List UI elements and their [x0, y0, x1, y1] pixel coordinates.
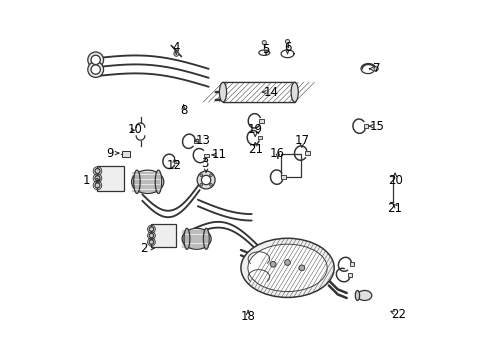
Ellipse shape — [355, 291, 359, 301]
Bar — [363, 125, 367, 128]
Circle shape — [197, 171, 215, 189]
Circle shape — [95, 176, 100, 181]
Text: 21: 21 — [387, 202, 402, 215]
Circle shape — [209, 183, 212, 186]
Bar — [349, 262, 353, 266]
Ellipse shape — [290, 82, 298, 102]
Circle shape — [284, 260, 290, 265]
Text: 13: 13 — [195, 134, 210, 147]
Text: 21: 21 — [247, 143, 262, 156]
Circle shape — [209, 174, 212, 177]
Bar — [204, 154, 208, 157]
Ellipse shape — [247, 244, 326, 292]
Circle shape — [200, 183, 203, 186]
Bar — [174, 159, 178, 163]
Ellipse shape — [241, 238, 333, 297]
Text: 18: 18 — [240, 310, 255, 323]
Ellipse shape — [219, 82, 226, 102]
Text: 6: 6 — [283, 41, 291, 54]
Circle shape — [298, 265, 304, 271]
Circle shape — [285, 40, 289, 44]
Circle shape — [262, 41, 266, 45]
Ellipse shape — [131, 170, 163, 193]
Text: 22: 22 — [390, 308, 406, 321]
Ellipse shape — [357, 291, 371, 301]
Text: 15: 15 — [369, 120, 384, 133]
Ellipse shape — [133, 170, 140, 193]
Text: 20: 20 — [387, 174, 402, 186]
Ellipse shape — [203, 228, 209, 249]
Bar — [258, 136, 262, 139]
Circle shape — [200, 174, 203, 177]
Circle shape — [149, 227, 153, 231]
Circle shape — [88, 52, 103, 68]
Ellipse shape — [183, 228, 189, 249]
Text: 16: 16 — [269, 147, 284, 159]
Circle shape — [149, 240, 153, 244]
Bar — [97, 166, 124, 191]
Circle shape — [88, 62, 103, 77]
Bar — [223, 82, 294, 102]
Circle shape — [91, 65, 100, 74]
Circle shape — [373, 67, 378, 71]
Text: 1: 1 — [83, 174, 90, 186]
Text: 8: 8 — [180, 104, 187, 117]
Bar — [259, 119, 263, 123]
Bar — [151, 224, 175, 247]
Text: 4: 4 — [172, 41, 180, 54]
Circle shape — [95, 183, 100, 188]
Bar — [347, 273, 351, 277]
Bar — [223, 82, 294, 102]
Text: 14: 14 — [264, 86, 278, 99]
Circle shape — [270, 261, 276, 267]
Text: 7: 7 — [373, 62, 380, 75]
Text: 5: 5 — [262, 42, 269, 55]
Bar — [281, 154, 301, 177]
Text: 10: 10 — [127, 123, 142, 136]
Circle shape — [174, 51, 179, 56]
Circle shape — [95, 168, 100, 174]
Circle shape — [91, 55, 100, 64]
Ellipse shape — [155, 170, 162, 193]
Text: 3: 3 — [201, 157, 208, 170]
Bar — [122, 150, 130, 157]
Ellipse shape — [182, 228, 211, 249]
Text: 9: 9 — [106, 147, 114, 159]
Circle shape — [201, 175, 210, 185]
Text: 19: 19 — [247, 123, 262, 136]
Text: 17: 17 — [294, 134, 309, 147]
Bar — [305, 151, 309, 155]
Text: 12: 12 — [167, 159, 182, 172]
Bar — [281, 175, 285, 179]
Text: 11: 11 — [211, 148, 226, 161]
Circle shape — [149, 233, 153, 238]
Text: 2: 2 — [140, 242, 147, 255]
Bar — [193, 139, 198, 143]
